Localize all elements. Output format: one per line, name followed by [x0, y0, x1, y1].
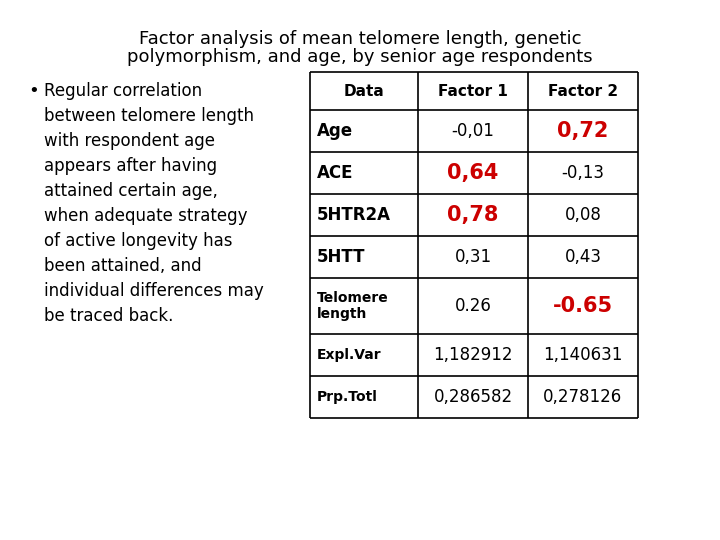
- Text: 0,286582: 0,286582: [433, 388, 513, 406]
- Text: 1,182912: 1,182912: [433, 346, 513, 364]
- Text: 0,43: 0,43: [564, 248, 601, 266]
- Text: Regular correlation
between telomere length
with respondent age
appears after ha: Regular correlation between telomere len…: [44, 82, 264, 325]
- Text: polymorphism, and age, by senior age respondents: polymorphism, and age, by senior age res…: [127, 48, 593, 66]
- Text: 0,78: 0,78: [447, 205, 499, 225]
- Text: ACE: ACE: [317, 164, 354, 182]
- Text: 0,08: 0,08: [564, 206, 601, 224]
- Text: •: •: [28, 82, 39, 100]
- Text: -0,13: -0,13: [562, 164, 605, 182]
- Text: 0,31: 0,31: [454, 248, 492, 266]
- Text: Factor 2: Factor 2: [548, 84, 618, 98]
- Text: 0,64: 0,64: [447, 163, 499, 183]
- Text: 5HTT: 5HTT: [317, 248, 366, 266]
- Text: Factor analysis of mean telomere length, genetic: Factor analysis of mean telomere length,…: [139, 30, 581, 48]
- Text: Telomere
length: Telomere length: [317, 291, 389, 321]
- Text: -0,01: -0,01: [451, 122, 495, 140]
- Text: 5HTR2A: 5HTR2A: [317, 206, 391, 224]
- Text: 0,72: 0,72: [557, 121, 608, 141]
- Text: 1,140631: 1,140631: [544, 346, 623, 364]
- Text: 0.26: 0.26: [454, 297, 492, 315]
- Text: Age: Age: [317, 122, 353, 140]
- Text: Factor 1: Factor 1: [438, 84, 508, 98]
- Text: Prp.Totl: Prp.Totl: [317, 390, 378, 404]
- Text: -0.65: -0.65: [553, 296, 613, 316]
- Text: Data: Data: [343, 84, 384, 98]
- Text: Expl.Var: Expl.Var: [317, 348, 382, 362]
- Text: 0,278126: 0,278126: [544, 388, 623, 406]
